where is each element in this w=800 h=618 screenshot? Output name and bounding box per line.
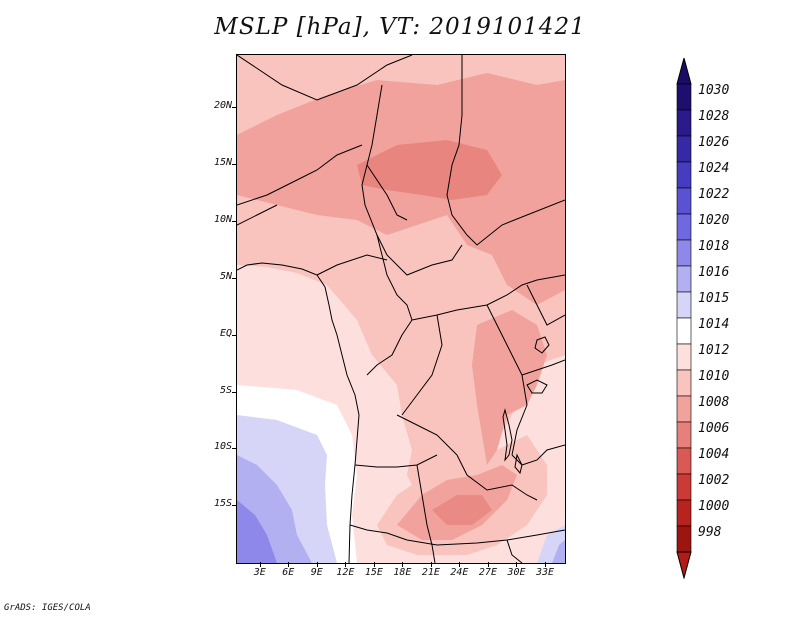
colorbar-swatch xyxy=(676,369,692,397)
colorbar xyxy=(676,58,692,579)
lat-tick-mark xyxy=(232,221,237,223)
lat-tick-mark xyxy=(232,107,237,109)
colorbar-level-label: 1024 xyxy=(698,161,730,176)
colorbar-swatch xyxy=(676,395,692,423)
lon-tick-mark xyxy=(259,562,261,567)
colorbar-top-arrow xyxy=(676,58,692,85)
map-panel xyxy=(236,54,566,564)
colorbar-swatch xyxy=(676,239,692,267)
lon-tick-mark xyxy=(373,562,375,567)
lon-tick-label: 27E xyxy=(478,567,497,578)
shade-1006-south xyxy=(432,495,492,525)
colorbar-swatch xyxy=(676,317,692,345)
lon-tick-mark xyxy=(345,562,347,567)
colorbar-swatch xyxy=(676,187,692,215)
lon-tick-mark xyxy=(430,562,432,567)
lon-tick-label: 33E xyxy=(535,567,555,578)
lon-tick-mark xyxy=(487,562,489,567)
colorbar-level-label: 1026 xyxy=(698,135,730,150)
colorbar-level-label: 1028 xyxy=(698,109,730,124)
shade-1006-north xyxy=(357,140,502,200)
colorbar-level-label: 1018 xyxy=(698,239,730,254)
colorbar-swatch xyxy=(676,525,692,553)
shade-1016-se xyxy=(552,540,565,563)
colorbar-swatch xyxy=(676,265,692,293)
lon-tick-mark xyxy=(544,562,546,567)
colorbar-level-label: 1016 xyxy=(698,265,730,280)
coastlines-borders xyxy=(237,55,565,563)
colorbar-swatch xyxy=(676,499,692,527)
colorbar-level-label: 1020 xyxy=(698,213,730,228)
colorbar-level-label: 1008 xyxy=(698,395,730,410)
colorbar-level-label: 1015 xyxy=(698,291,730,306)
colorbar-swatch xyxy=(676,447,692,475)
colorbar-swatch xyxy=(676,343,692,371)
lakes xyxy=(502,336,550,475)
lat-tick-mark xyxy=(232,164,237,166)
colorbar-bottom-arrow xyxy=(676,551,692,579)
colorbar-level-label: 1012 xyxy=(698,343,730,358)
lat-tick-label: 20N xyxy=(213,100,232,112)
shade-1008-central xyxy=(472,310,547,465)
lat-tick-mark xyxy=(232,391,237,393)
colorbar-swatch xyxy=(676,83,692,111)
lon-tick-label: 24E xyxy=(450,567,469,578)
shade-1018-sw xyxy=(237,500,277,563)
lat-tick-mark xyxy=(232,448,237,450)
lon-tick-label: 30E xyxy=(507,567,526,578)
colorbar-swatch xyxy=(676,161,692,189)
lon-tick-label: 18E xyxy=(393,567,412,578)
lat-tick-label: 15S xyxy=(213,498,232,510)
colorbar-swatch xyxy=(676,291,692,319)
colorbar-level-label: 1002 xyxy=(698,473,730,488)
lat-tick-label: 15N xyxy=(213,157,232,169)
credit-text: GrADS: IGES/COLA xyxy=(4,603,91,613)
colorbar-swatch xyxy=(676,109,692,137)
lon-tick-label: 6E xyxy=(282,567,295,578)
colorbar-swatch xyxy=(676,213,692,241)
lon-tick-mark xyxy=(459,562,461,567)
lat-tick-mark xyxy=(232,334,237,336)
lon-tick-mark xyxy=(402,562,404,567)
colorbar-level-label: 1014 xyxy=(698,317,730,332)
lon-tick-label: 12E xyxy=(336,567,355,578)
lat-tick-label: 5S xyxy=(219,384,232,396)
lat-tick-label: 10S xyxy=(213,441,232,453)
colorbar-swatch xyxy=(676,421,692,449)
colorbar-level-label: 998 xyxy=(698,525,722,540)
colorbar-swatch xyxy=(676,135,692,163)
colorbar-level-label: 1022 xyxy=(698,187,730,202)
lon-tick-mark xyxy=(288,562,290,567)
pressure-field xyxy=(237,55,565,563)
lon-tick-label: 9E xyxy=(310,567,323,578)
lon-tick-label: 3E xyxy=(253,567,266,578)
lon-tick-label: 15E xyxy=(364,567,383,578)
map-title: MSLP [hPa], VT: 2019101421 xyxy=(214,14,586,40)
colorbar-level-label: 1000 xyxy=(698,499,730,514)
colorbar-level-label: 1030 xyxy=(698,83,730,98)
colorbar-level-label: 1006 xyxy=(698,421,730,436)
lat-tick-mark xyxy=(232,277,237,279)
lat-tick-label: 5N xyxy=(219,270,232,282)
colorbar-level-label: 1004 xyxy=(698,447,730,462)
colorbar-swatch xyxy=(676,473,692,501)
lon-tick-mark xyxy=(516,562,518,567)
lat-tick-label: 10N xyxy=(213,214,232,226)
colorbar-level-label: 1010 xyxy=(698,369,730,384)
lat-tick-label: EQ xyxy=(219,327,232,339)
lon-tick-label: 21E xyxy=(421,567,440,578)
lon-tick-mark xyxy=(316,562,318,567)
lat-tick-mark xyxy=(232,505,237,507)
